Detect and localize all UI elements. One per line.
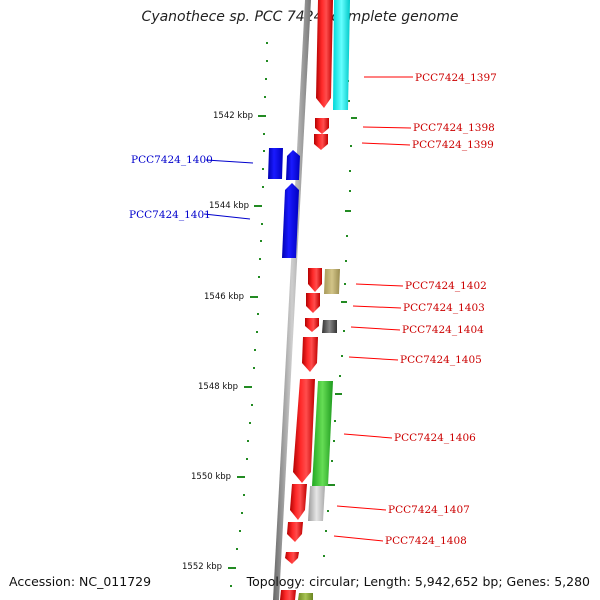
feature-dark <box>322 320 337 333</box>
scale-label: 1552 kbp <box>182 562 222 572</box>
map-title: Cyanothece sp. PCC 7424, complete genome <box>141 9 459 25</box>
scale-label: 1546 kbp <box>204 292 244 302</box>
gene-PCC7424_1408-arrow <box>287 522 303 542</box>
gene-label-PCC7424_1408[interactable]: PCC7424_1408 <box>385 535 467 547</box>
feature-gray <box>308 486 325 521</box>
gene-label-PCC7424_1406[interactable]: PCC7424_1406 <box>394 432 476 444</box>
gene-PCC7424_1398-arrow <box>315 118 329 134</box>
gene-PCC7424_1401-arrow <box>282 183 299 258</box>
gene-label-PCC7424_1402[interactable]: PCC7424_1402 <box>405 280 487 292</box>
gene-PCC7424_1406-arrow <box>293 379 315 483</box>
genome-backbone <box>273 0 311 600</box>
gene-small-arrow <box>285 552 299 564</box>
forward-strand-genes <box>268 148 300 258</box>
feature-green <box>312 381 333 486</box>
gene-PCC7424_1403-arrow <box>306 293 320 313</box>
gene-label-PCC7424_1404[interactable]: PCC7424_1404 <box>402 324 484 336</box>
scale-label: 1548 kbp <box>198 382 238 392</box>
feature-track <box>298 0 350 600</box>
gene-label-PCC7424_1400[interactable]: PCC7424_1400 <box>131 154 213 166</box>
gene-PCC7424_1400-arrow <box>286 150 300 180</box>
gene-PCC7424_1399-arrow <box>314 134 328 150</box>
gene-label-PCC7424_1399[interactable]: PCC7424_1399 <box>412 139 494 151</box>
gene-label-PCC7424_1401[interactable]: PCC7424_1401 <box>129 209 211 221</box>
gene-PCC7424_1402-arrow <box>308 268 322 292</box>
scale-label: 1542 kbp <box>213 111 253 121</box>
gene-PCC7424_1407-arrow <box>290 484 307 520</box>
gene-PCC7424_1405-arrow <box>302 337 318 372</box>
feature-cyan <box>333 0 350 110</box>
feature-tan <box>324 269 340 294</box>
scale-label: 1544 kbp <box>209 201 249 211</box>
scale-ring <box>228 42 268 587</box>
gene-label-PCC7424_1398[interactable]: PCC7424_1398 <box>413 122 495 134</box>
feature-olive <box>298 593 313 600</box>
gene-bottom-arrow <box>280 590 296 600</box>
topology-text: Topology: circular; Length: 5,942,652 bp… <box>246 574 590 589</box>
gene-label-PCC7424_1403[interactable]: PCC7424_1403 <box>403 302 485 314</box>
gene-label-PCC7424_1405[interactable]: PCC7424_1405 <box>400 354 482 366</box>
gene-label-PCC7424_1397[interactable]: PCC7424_1397 <box>415 72 497 84</box>
accession-text: Accession: NC_011729 <box>9 574 152 589</box>
gene-label-PCC7424_1407[interactable]: PCC7424_1407 <box>388 504 470 516</box>
gene-PCC7424_1400-block <box>268 148 283 179</box>
gene-PCC7424_1404-arrow <box>305 318 319 332</box>
reverse-strand-genes <box>280 0 333 600</box>
gene-PCC7424_1397-arrow <box>316 0 333 108</box>
scale-label: 1550 kbp <box>191 472 231 482</box>
callout-lines <box>203 76 413 542</box>
gene-labels: PCC7424_1397 PCC7424_1398 PCC7424_1399 P… <box>129 72 497 547</box>
